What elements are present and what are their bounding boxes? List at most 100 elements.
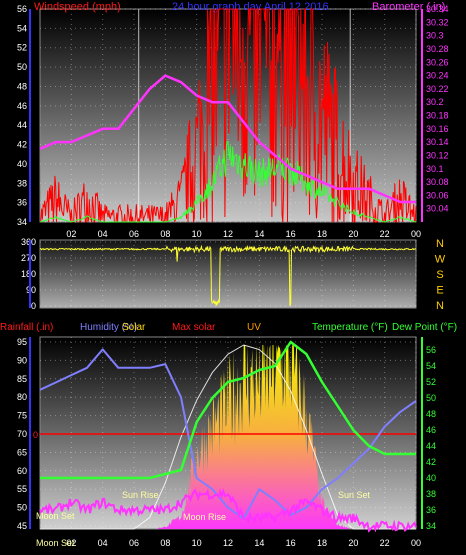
- bot-right-tick-label: 48: [426, 409, 436, 419]
- top-x-tick-label: 18: [317, 229, 327, 239]
- top-left-tick-label: 42: [17, 140, 27, 150]
- bot-x-tick-label: 00: [411, 538, 421, 548]
- bot-right-tick-label: 38: [426, 489, 436, 499]
- top-right-tick-label: 30.1: [426, 164, 444, 174]
- top-left-tick-label: 50: [17, 62, 27, 72]
- top-left-tick-label: 40: [17, 159, 27, 169]
- bot-x-tick-label: 10: [192, 538, 202, 548]
- top-x-tick-label: 06: [129, 229, 139, 239]
- top-right-tick-label: 30.22: [426, 84, 449, 94]
- dir-compass-label: E: [436, 285, 443, 297]
- bot-left-tick-label: 80: [17, 392, 27, 402]
- dir-compass-label: S: [436, 269, 443, 281]
- bot-right-tick-label: 46: [426, 425, 436, 435]
- legend-rainfall: Rainfall (.in): [0, 322, 53, 333]
- bot-x-tick-label: 06: [129, 538, 139, 548]
- rain-zero-label: 0: [33, 430, 38, 440]
- bot-left-tick-label: 60: [17, 466, 27, 476]
- bot-left-tick-label: 85: [17, 374, 27, 384]
- bot-right-tick-label: 52: [426, 377, 436, 387]
- top-x-tick-label: 12: [223, 229, 233, 239]
- bot-left-tick-label: 70: [17, 429, 27, 439]
- dir-compass-label: N: [436, 238, 444, 250]
- dir-tick-label: 180: [21, 269, 36, 279]
- barometer-series: [39, 74, 416, 204]
- bot-right-tick-label: 40: [426, 473, 436, 483]
- bot-left-tick-label: 45: [17, 521, 27, 531]
- top-right-tick-label: 30.16: [426, 124, 449, 134]
- legend-humidity: Humidity (%): [80, 322, 137, 333]
- bot-right-tick-label: 36: [426, 505, 436, 515]
- legend-temperature: Temperature (°F): [312, 322, 388, 333]
- windspeed-series: [39, 140, 417, 223]
- bot-x-tick-label: 08: [160, 538, 170, 548]
- top-right-tick-label: 30.18: [426, 111, 449, 121]
- top-left-tick-label: 52: [17, 43, 27, 53]
- legend-solar: Solar: [122, 322, 146, 333]
- top-x-tick-label: 02: [66, 229, 76, 239]
- bot-x-tick-label: 04: [98, 538, 108, 548]
- legend-uv: UV: [247, 322, 261, 333]
- top-right-tick-label: 30.2: [426, 97, 444, 107]
- sun-rise-label: Sun Rise: [122, 490, 159, 500]
- bot-left-tick-label: 55: [17, 484, 27, 494]
- bot-x-tick-label: 16: [286, 538, 296, 548]
- top-right-tick-label: 30.06: [426, 190, 449, 200]
- top-right-tick-label: 30.04: [426, 204, 449, 214]
- top-right-tick-label: 30.14: [426, 137, 449, 147]
- bot-right-tick-label: 56: [426, 345, 436, 355]
- barometer-title: Barometer (.in): [372, 1, 445, 13]
- top-right-tick-label: 30.24: [426, 71, 449, 81]
- top-right-tick-label: 30.12: [426, 150, 449, 160]
- top-left-tick-label: 54: [17, 23, 27, 33]
- bot-left-tick-label: 90: [17, 355, 27, 365]
- bot-left-tick-label: 65: [17, 447, 27, 457]
- dir-tick-label: 0: [31, 301, 36, 311]
- top-left-tick-label: 46: [17, 101, 27, 111]
- bot-left-tick-label: 95: [17, 337, 27, 347]
- top-x-tick-label: 14: [254, 229, 264, 239]
- bot-left-tick-label: 50: [17, 503, 27, 513]
- bot-x-tick-label: 22: [380, 538, 390, 548]
- moon-set-label: Moon Set: [36, 511, 75, 521]
- bot-x-tick-label: 14: [254, 538, 264, 548]
- gust-series: [39, 8, 417, 224]
- top-left-tick-label: 38: [17, 178, 27, 188]
- top-left-tick-label: 48: [17, 81, 27, 91]
- maxsolar-series: [40, 344, 416, 530]
- top-x-tick-label: 00: [411, 229, 421, 239]
- bot-x-tick-label: 02: [66, 538, 76, 548]
- bot-x-tick-label: 20: [348, 538, 358, 548]
- bot-left-tick-label: 75: [17, 411, 27, 421]
- bot-x-tick-label: 12: [223, 538, 233, 548]
- top-x-tick-label: 22: [380, 229, 390, 239]
- windspeed-title: Windspeed (mph): [34, 1, 121, 13]
- sun-set-label: Sun Set: [338, 490, 371, 500]
- top-left-tick-label: 44: [17, 120, 27, 130]
- bot-x-tick-label: 18: [317, 538, 327, 548]
- humidity-series: [39, 348, 417, 520]
- top-left-tick-label: 56: [17, 4, 27, 14]
- top-x-tick-label: 10: [192, 229, 202, 239]
- bot-right-tick-label: 34: [426, 521, 436, 531]
- bot-right-tick-label: 50: [426, 393, 436, 403]
- top-x-tick-label: 20: [348, 229, 358, 239]
- temperature-series: [40, 340, 416, 480]
- top-right-tick-label: 30.32: [426, 17, 449, 27]
- top-x-tick-label: 16: [286, 229, 296, 239]
- dir-compass-label: W: [435, 254, 446, 266]
- direction-panel: [39, 239, 417, 309]
- moon-set-axis-label: Moon Set: [36, 538, 75, 548]
- dir-tick-label: 270: [21, 253, 36, 263]
- top-left-tick-label: 36: [17, 198, 27, 208]
- top-right-tick-label: 30.3: [426, 31, 444, 41]
- top-right-tick-label: 30.08: [426, 177, 449, 187]
- top-right-tick-label: 30.34: [426, 4, 449, 14]
- top-right-tick-label: 30.26: [426, 57, 449, 67]
- dir-tick-label: 360: [21, 237, 36, 247]
- legend-dewpoint: Dew Point (°F): [392, 322, 457, 333]
- bot-right-tick-label: 54: [426, 361, 436, 371]
- top-right-tick-label: 30.28: [426, 44, 449, 54]
- dewpoint-series: [39, 487, 417, 533]
